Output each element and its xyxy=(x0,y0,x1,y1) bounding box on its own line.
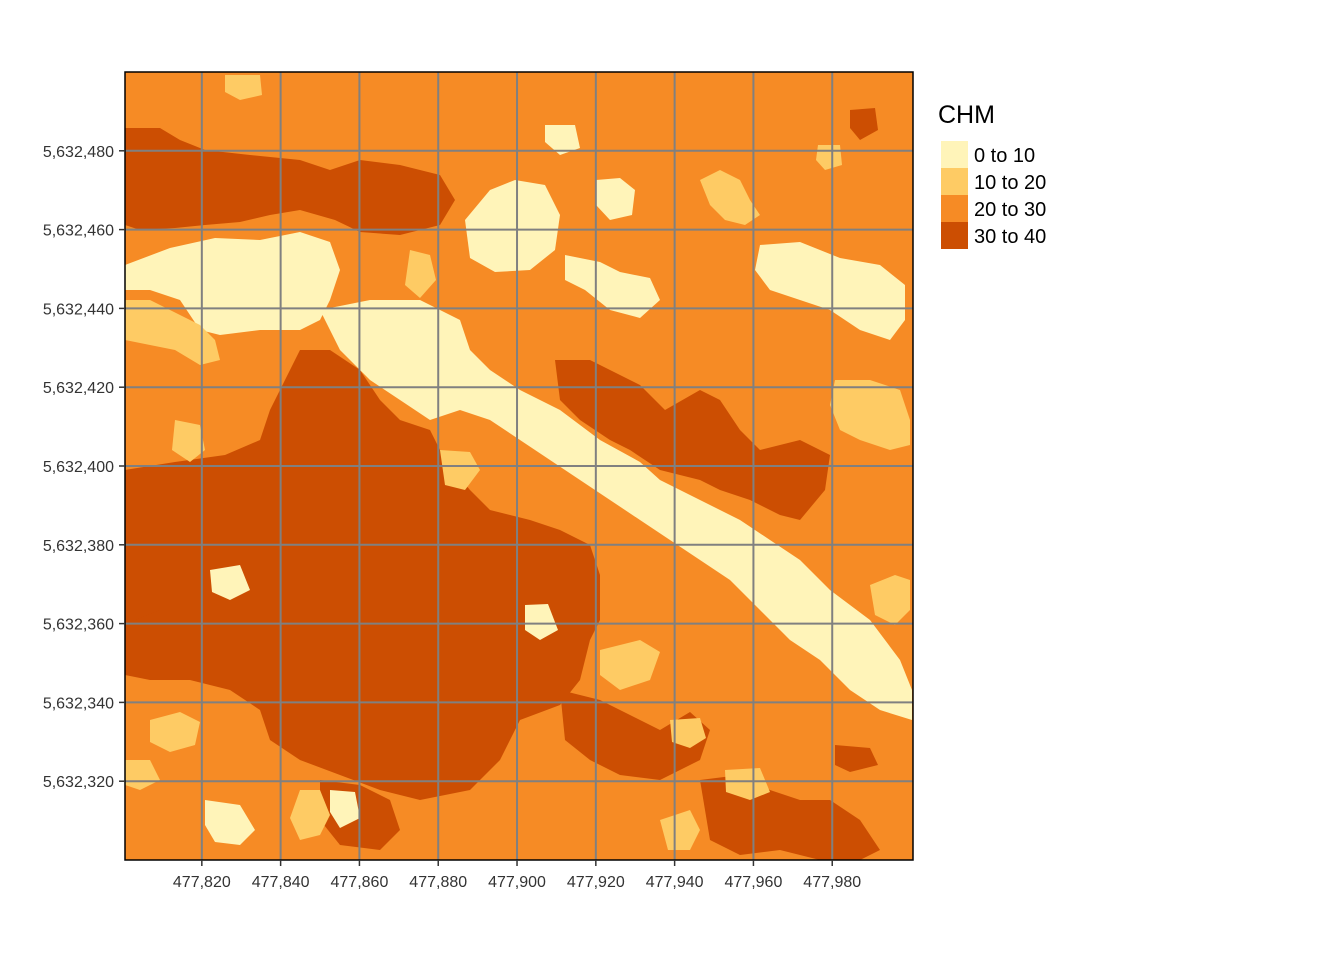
raster-patch xyxy=(205,800,255,845)
x-tick-label: 477,840 xyxy=(252,874,310,891)
raster-patch xyxy=(755,242,905,340)
legend-key xyxy=(941,141,968,168)
raster-patch xyxy=(290,790,330,840)
legend-label: 20 to 30 xyxy=(974,199,1046,221)
raster-patch xyxy=(830,380,910,450)
x-axis: 477,820 477,840 477,860 477,880 477,900 477,9… xyxy=(173,860,861,891)
raster-patch xyxy=(172,420,205,462)
raster-patch xyxy=(150,712,200,752)
y-axis: 5,632,480 5,632,460 5,632,440 5,632,420 5,63… xyxy=(43,144,125,791)
raster-patch xyxy=(700,170,760,225)
raster-patch xyxy=(670,718,706,748)
raster-patch xyxy=(465,180,560,272)
raster-patch xyxy=(330,790,360,828)
x-tick-label: 477,980 xyxy=(803,874,861,891)
y-tick-label: 5,632,320 xyxy=(43,774,114,791)
raster-patch xyxy=(125,350,600,800)
x-tick-label: 477,820 xyxy=(173,874,231,891)
y-tick-label: 5,632,400 xyxy=(43,459,114,476)
raster-patch xyxy=(225,75,262,100)
x-tick-label: 477,860 xyxy=(331,874,389,891)
raster-patch xyxy=(545,125,580,155)
legend-label: 0 to 10 xyxy=(974,145,1035,167)
raster-patch xyxy=(210,565,250,600)
legend: CHM 0 to 10 10 to 20 20 to 30 30 to 40 xyxy=(938,101,1046,249)
x-tick-label: 477,960 xyxy=(725,874,783,891)
raster-patch xyxy=(320,300,912,720)
raster-patch xyxy=(555,360,830,520)
legend-label: 10 to 20 xyxy=(974,172,1046,194)
raster-patch xyxy=(600,640,660,690)
raster-patch xyxy=(125,300,220,365)
raster-patch xyxy=(835,745,878,772)
legend-key xyxy=(941,222,968,249)
y-tick-label: 5,632,360 xyxy=(43,617,114,634)
y-tick-label: 5,632,380 xyxy=(43,538,114,555)
raster-patch xyxy=(596,178,635,220)
raster-patch xyxy=(870,575,910,625)
x-tick-label: 477,900 xyxy=(488,874,546,891)
x-tick-label: 477,920 xyxy=(567,874,625,891)
raster-patch xyxy=(525,604,558,640)
raster-patch xyxy=(440,450,480,490)
y-tick-label: 5,632,340 xyxy=(43,695,114,712)
y-tick-label: 5,632,440 xyxy=(43,301,114,318)
raster-patch xyxy=(660,810,700,850)
raster-patch xyxy=(850,108,878,140)
x-tick-label: 477,940 xyxy=(646,874,704,891)
graticule xyxy=(125,72,913,860)
legend-key xyxy=(941,168,968,195)
legend-items: 0 to 10 10 to 20 20 to 30 30 to 40 xyxy=(941,141,1046,249)
y-tick-label: 5,632,480 xyxy=(43,144,114,161)
legend-key xyxy=(941,195,968,222)
y-tick-label: 5,632,420 xyxy=(43,380,114,397)
raster-patch xyxy=(380,700,450,745)
raster-patch xyxy=(560,690,710,780)
x-tick-label: 477,880 xyxy=(409,874,467,891)
raster-patch xyxy=(135,610,170,660)
raster-patch xyxy=(125,760,160,790)
legend-title: CHM xyxy=(938,101,995,129)
legend-label: 30 to 40 xyxy=(974,226,1046,248)
raster-patch xyxy=(565,255,660,318)
raster-patch xyxy=(725,768,770,800)
raster-patch xyxy=(125,128,455,235)
y-tick-label: 5,632,460 xyxy=(43,223,114,240)
raster-patch xyxy=(405,250,436,298)
raster-patches xyxy=(125,75,912,860)
